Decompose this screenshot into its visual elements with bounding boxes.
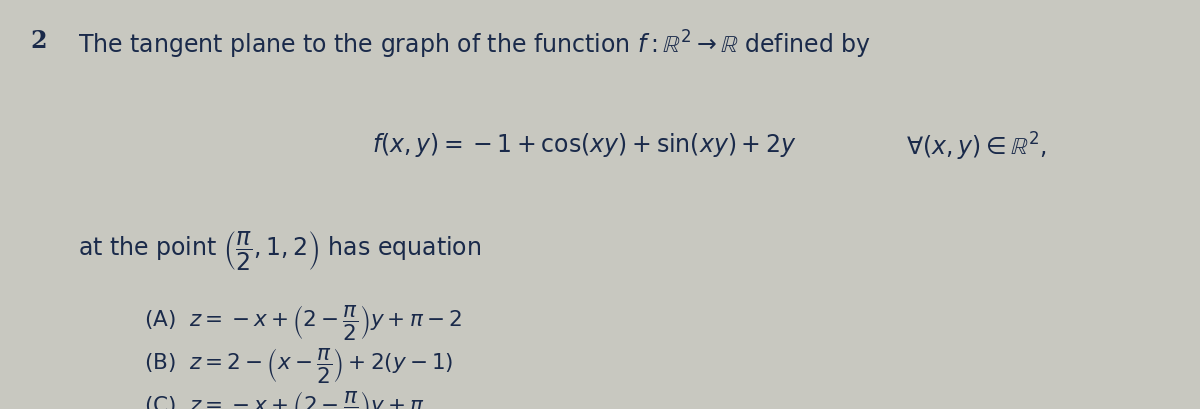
Text: at the point $\left(\dfrac{\pi}{2}, 1, 2\right)$ has equation: at the point $\left(\dfrac{\pi}{2}, 1, 2… (78, 229, 481, 272)
Text: (C)  $z = -x + \left(2 - \dfrac{\pi}{2}\right)y + \pi$: (C) $z = -x + \left(2 - \dfrac{\pi}{2}\r… (144, 389, 425, 409)
Text: (A)  $z = -x + \left(2 - \dfrac{\pi}{2}\right)y + \pi - 2$: (A) $z = -x + \left(2 - \dfrac{\pi}{2}\r… (144, 303, 462, 342)
Text: $f(x, y) = -1 + \cos(xy) + \sin(xy) + 2y$: $f(x, y) = -1 + \cos(xy) + \sin(xy) + 2y… (372, 131, 797, 159)
Text: The tangent plane to the graph of the function $f : \mathbb{R}^2 \to \mathbb{R}$: The tangent plane to the graph of the fu… (78, 29, 871, 61)
Text: (B)  $z = 2 - \left(x - \dfrac{\pi}{2}\right) + 2(y - 1)$: (B) $z = 2 - \left(x - \dfrac{\pi}{2}\ri… (144, 346, 454, 384)
Text: 2: 2 (30, 29, 47, 53)
Text: $\forall(x, y) \in \mathbb{R}^2,$: $\forall(x, y) \in \mathbb{R}^2,$ (906, 131, 1046, 163)
